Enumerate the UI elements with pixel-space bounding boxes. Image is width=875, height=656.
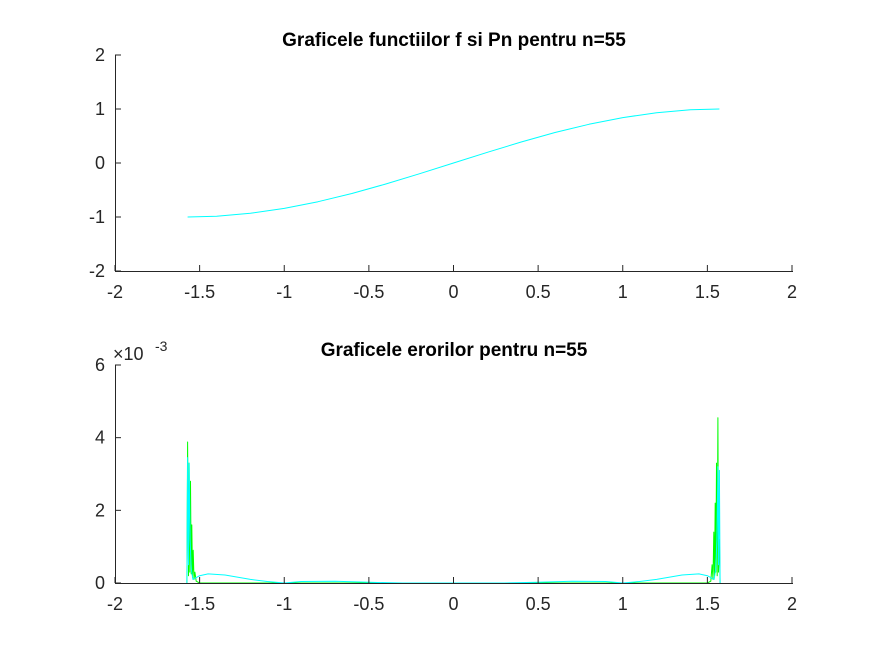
plot-area-functions — [187, 108, 720, 218]
y-axis-functions: -2 -1 0 1 2 — [89, 45, 121, 281]
x-tick-label: 2 — [787, 594, 797, 614]
x-tick-label: 1.5 — [695, 594, 720, 614]
x-tick-label: 1 — [618, 594, 628, 614]
chart-title: Graficele functiilor f si Pn pentru n=55 — [282, 30, 626, 51]
x-tick-label: -1 — [276, 594, 292, 614]
y-tick-label: -1 — [89, 207, 105, 227]
y-tick-label: 0 — [95, 573, 105, 593]
y-tick-label: 6 — [95, 355, 105, 375]
y-exponent-label: ×10 -3 — [113, 338, 168, 364]
x-axis-functions: -2 -1.5 -1 -0.5 0 0.5 1 1.5 2 — [107, 265, 797, 302]
x-tick-label: 0.5 — [526, 282, 551, 302]
x-tick-label: 0 — [448, 594, 458, 614]
y-axis-errors: 0 2 4 6 — [95, 355, 121, 593]
y-exponent-power: -3 — [155, 338, 168, 354]
x-axis-errors: -2 -1.5 -1 -0.5 0 0.5 1 1.5 2 — [107, 577, 797, 614]
x-tick-label: -2 — [107, 282, 123, 302]
series-line-1 — [186, 457, 721, 584]
chart-title: Graficele erorilor pentru n=55 — [321, 340, 588, 361]
subplot-errors: Graficele erorilor pentru n=55 ×10 -3 0 2… — [95, 338, 797, 614]
x-tick-label: 1.5 — [695, 282, 720, 302]
y-tick-label: 2 — [95, 500, 105, 520]
y-tick-label: -2 — [89, 261, 105, 281]
y-tick-label: 0 — [95, 153, 105, 173]
x-tick-label: -0.5 — [353, 594, 384, 614]
x-tick-label: -0.5 — [353, 282, 384, 302]
x-tick-label: -1.5 — [184, 594, 215, 614]
x-tick-label: 2 — [787, 282, 797, 302]
x-tick-label: -2 — [107, 594, 123, 614]
x-tick-label: 0 — [448, 282, 458, 302]
x-tick-label: 0.5 — [526, 594, 551, 614]
x-tick-label: 1 — [618, 282, 628, 302]
y-tick-label: 1 — [95, 99, 105, 119]
y-exponent-base: ×10 — [113, 344, 144, 364]
x-tick-label: -1 — [276, 282, 292, 302]
series-line-0 — [186, 417, 721, 584]
subplot-functions: Graficele functiilor f si Pn pentru n=55… — [89, 30, 797, 302]
x-tick-label: -1.5 — [184, 282, 215, 302]
series-line-0 — [187, 108, 720, 218]
plot-area-errors — [186, 417, 721, 584]
y-tick-label: 4 — [95, 428, 105, 448]
y-tick-label: 2 — [95, 45, 105, 65]
